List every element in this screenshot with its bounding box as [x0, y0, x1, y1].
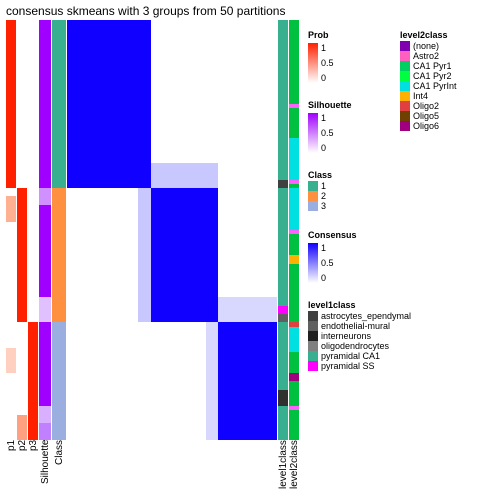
consensus-matrix	[67, 20, 277, 440]
col-level1class	[278, 20, 288, 440]
col-level2class	[289, 20, 299, 440]
legend-Class: Class123	[308, 170, 332, 211]
column-labels: p1p2p3SilhouetteClass level1classlevel2cl…	[6, 440, 504, 490]
legend-Consensus: Consensus10.50	[308, 230, 357, 285]
col-Class	[52, 20, 66, 440]
label-level2class: level2class	[289, 440, 300, 490]
legend-level1class: level1classastrocytes_ependymalendotheli…	[308, 300, 411, 371]
col-p1	[6, 20, 16, 440]
col-Silhouette	[39, 20, 51, 440]
label-p2: p2	[17, 440, 28, 490]
legend-level2class: level2class(none)Astro2CA1 Pyr1CA1 Pyr2C…	[400, 30, 457, 131]
label-p3: p3	[28, 440, 39, 490]
legend-Silhouette: Silhouette10.50	[308, 100, 352, 155]
col-p3	[28, 20, 38, 440]
legend-Prob: Prob10.50	[308, 30, 334, 85]
label-level1class: level1class	[278, 440, 289, 490]
label-Class: Class	[52, 440, 67, 490]
label-p1: p1	[6, 440, 17, 490]
col-p2	[17, 20, 27, 440]
label-Silhouette: Silhouette	[39, 440, 52, 490]
plot-title: consensus skmeans with 3 groups from 50 …	[0, 0, 504, 20]
